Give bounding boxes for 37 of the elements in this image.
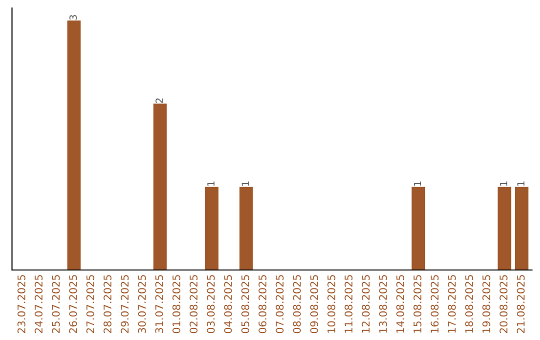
data-label: 1	[207, 182, 214, 186]
x-tick-label: 13.08.2025	[379, 275, 387, 333]
x-tick-label: 28.07.2025	[104, 275, 112, 334]
x-tick-label: 26.07.2025	[69, 275, 78, 334]
data-label: 2	[156, 98, 163, 103]
x-tick-label: 16.08.2025	[430, 275, 439, 333]
x-tick-label: 30.07.2025	[138, 275, 146, 334]
x-tick-label: 11.08.2025	[344, 275, 353, 333]
data-label: 1	[414, 182, 422, 186]
x-tick-label: 25.07.2025	[52, 275, 60, 334]
x-tick-label: 08.08.2025	[292, 275, 301, 334]
x-tick-label: 14.08.2025	[396, 275, 404, 333]
x-tick-label: 09.08.2025	[310, 275, 318, 334]
x-tick-label: 21.08.2025	[516, 275, 525, 334]
x-tick-label: 20.08.2025	[500, 275, 508, 334]
x-tick-label: 27.07.2025	[86, 275, 94, 334]
x-tick-label: 23.07.2025	[17, 275, 26, 334]
x-tick-label: 24.07.2025	[34, 275, 43, 334]
x-tick-label: 18.08.2025	[465, 275, 474, 333]
x-tick-label: 31.07.2025	[155, 275, 164, 334]
x-tick-label: 02.08.2025	[190, 275, 198, 334]
x-tick-label: 04.08.2025	[224, 275, 232, 334]
x-tick-label: 10.08.2025	[327, 275, 336, 333]
x-tick-label: 07.08.2025	[276, 275, 284, 334]
x-tick-label: 12.08.2025	[362, 275, 370, 333]
x-tick-label: 06.08.2025	[258, 275, 266, 334]
x-tick-label: 15.08.2025	[414, 275, 422, 333]
x-tick-label: 29.07.2025	[120, 275, 129, 334]
x-tick-label: 03.08.2025	[206, 275, 215, 334]
data-label: 1	[242, 182, 249, 186]
x-tick-label: 05.08.2025	[241, 275, 250, 334]
data-label: 1	[517, 182, 524, 186]
data-label: 3	[69, 15, 77, 20]
x-tick-label: 19.08.2025	[482, 275, 490, 333]
data-label: 1	[500, 182, 508, 186]
x-tick-label: 17.08.2025	[448, 275, 456, 333]
x-tick-label: 01.08.2025	[172, 275, 180, 334]
